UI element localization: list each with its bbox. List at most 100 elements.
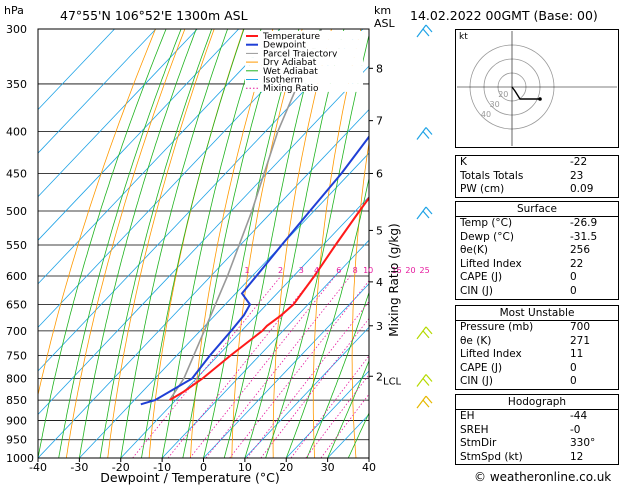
row-value: 271 [570,334,591,347]
mixing-ratio-label: 8 [353,266,358,275]
wet-adiabat-line [182,29,280,458]
row-value: 22 [570,257,584,270]
wind-barb [416,127,433,140]
legend-bg [245,65,363,75]
pressure-tick-label: 650 [6,299,27,312]
isotherm-line [38,29,198,198]
pressure-tick-label: 550 [6,239,27,252]
hodograph-frame [455,29,619,148]
x-axis-title: Dewpoint / Temperature (°C) [100,470,279,485]
table-row: Dewp (°C) -31.5 [456,231,618,245]
most-unstable-rows: Pressure (mb) 700 θe (K) 271 Lifted Index 11 C… [456,320,618,389]
wind-barb [416,395,433,409]
mixing-ratio-line [132,275,282,458]
hodograph-title: Hodograph [507,396,567,408]
km-tick-label: 2 [376,370,383,383]
pw-value: 0.09 [570,183,594,196]
parcel-trajectory-line [168,29,323,401]
totals-totals-value: 23 [570,169,584,182]
row-value: 256 [570,244,591,257]
dry-adiabat-line [65,29,186,458]
wet-adiabat-line [306,291,369,458]
hodograph-ring-label: 30 [490,100,500,109]
legend-label: Parcel Trajectory [263,49,338,59]
row-value: 700 [570,321,591,333]
wind-barb [416,326,433,340]
datetime-title: 14.02.2022 00GMT (Base: 00) [410,8,598,23]
isotherm-line [38,29,281,285]
totals-totals-label: Totals Totals [460,169,524,182]
k-index-row: K -22 [456,156,618,170]
pressure-tick-label: 600 [6,270,27,283]
pressure-tick-label: 450 [6,167,27,180]
plot-frame [37,28,370,459]
row-value: 12 [570,450,584,463]
wet-adiabat-line [265,33,369,458]
isotherm-line [38,29,364,372]
legend-bg [245,39,363,49]
profiles [140,29,369,406]
pressure-tick-label: 800 [6,372,27,385]
temp-tick-label: 30 [321,461,335,474]
wet-adiabat-line [203,29,300,458]
km-tick-label: 3 [376,320,383,333]
mixing-ratio-label: 2 [278,266,283,275]
table-row: Lifted Index 22 [456,258,618,272]
wet-adiabat-line [223,29,321,458]
wet-adiabat-line [58,29,182,458]
wind-barb [416,24,433,38]
row-value: -26.9 [570,217,598,229]
pw-label: PW (cm) [460,183,505,196]
table-row: CAPE (J) 0 [456,362,618,376]
table-row: CIN (J) 0 [456,375,618,389]
dry-adiabat-line [624,29,629,458]
row-value: 0 [570,284,577,297]
pressure-tick-label: 750 [6,349,27,362]
copyright-text: © weatheronline.co.uk [474,470,612,484]
temp-tick-label: 40 [362,461,376,474]
row-value: -44 [570,410,588,422]
isotherm-line [38,29,157,154]
temp-tick-label: 10 [238,461,252,474]
table-row: StmDir 330° [456,437,618,451]
mixing-ratio-line [205,275,351,458]
surface-rows: Temp (°C) -26.9 Dewp (°C) -31.5 θe(K) 256 Lift… [456,216,618,299]
row-label: StmDir [460,437,497,450]
legend-label: Mixing Ratio [263,84,319,94]
lcl-label: LCL [383,376,402,387]
isotherm-line [38,29,322,328]
dry-adiabat-line [107,29,215,458]
row-label: CIN (J) [460,284,493,297]
wet-adiabat-line [327,359,369,458]
mixing-ratio-label: 1 [244,266,249,275]
mixing-ratio-line [189,275,336,458]
row-value: -31.5 [570,230,598,243]
row-label: StmSpd (kt) [460,450,523,463]
asl-label: ASL [374,17,395,30]
most-unstable-title: Most Unstable [499,307,575,319]
hodograph-ring-label: 20 [498,90,508,99]
temperature-line [169,196,369,401]
mixing-ratio-label: 3 [299,266,304,275]
row-value: 0 [570,361,577,374]
row-label: Pressure (mb) [460,321,534,333]
mixing-ratio-label: 16 [391,266,401,275]
km-label: km [374,4,392,17]
row-label: EH [460,410,475,422]
pressure-tick-label: 1000 [6,452,34,465]
pressure-tick-label: 850 [6,394,27,407]
legend-bg [245,83,363,92]
isotherm-line [38,108,369,458]
location-title: 47°55'N 106°52'E 1300m ASL [60,8,248,23]
table-row: CIN (J) 0 [456,285,618,299]
temp-tick-label: -30 [70,461,88,474]
most-unstable-panel: Most Unstable Pressure (mb) 700 θe (K) 271 L… [455,305,619,390]
pressure-tick-label: 350 [6,78,27,91]
wet-adiabat-line [38,29,167,458]
pressure-tick-label: 400 [6,126,27,139]
wet-adiabat-line [79,29,197,458]
table-row: StmSpd (kt) 12 [456,451,618,465]
storm-motion-point [538,97,542,101]
legend-bg [245,31,363,40]
